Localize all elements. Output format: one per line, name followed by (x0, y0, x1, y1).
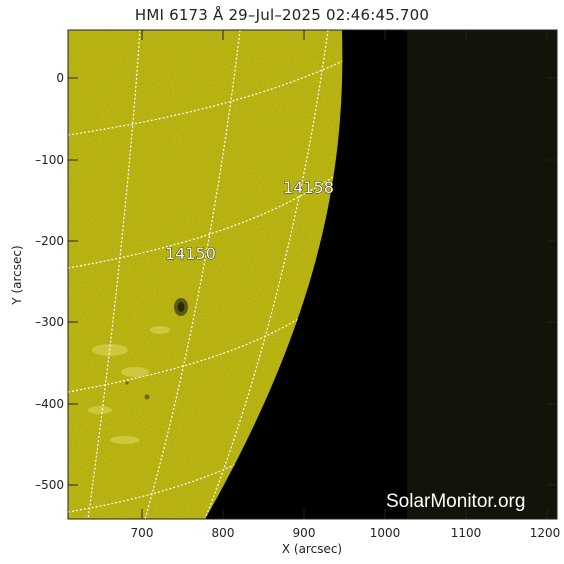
plot-area: 14158 14150 SolarMonitor.org (68, 30, 557, 519)
y-tick-label: –100 (35, 153, 64, 167)
region-label-14150: 14150 (165, 244, 216, 263)
plot-frame (67, 29, 558, 520)
x-tick-label: 800 (212, 526, 235, 540)
y-tick-label: –400 (35, 397, 64, 411)
x-tick-label: 1100 (451, 526, 482, 540)
y-tick-label: –300 (35, 315, 64, 329)
x-tick-label: 1000 (370, 526, 401, 540)
x-tick-label: 1200 (530, 526, 561, 540)
x-tick-label: 900 (293, 526, 316, 540)
y-tick-label: –500 (35, 478, 64, 492)
off-data-region (407, 30, 557, 519)
x-axis-label: X (arcsec) (281, 542, 343, 556)
sunspot-small (144, 394, 150, 400)
watermark: SolarMonitor.org (386, 491, 525, 512)
region-label-14158: 14158 (283, 178, 334, 197)
y-tick-label: –200 (35, 234, 64, 248)
y-tick-label: 0 (56, 71, 64, 85)
image-title: HMI 6173 Å 29–Jul–2025 02:46:45.700 (134, 6, 430, 24)
x-ticks (141, 30, 548, 519)
x-tick-label: 700 (131, 526, 154, 540)
y-ticks (68, 77, 557, 486)
heliographic-grid (68, 30, 343, 519)
